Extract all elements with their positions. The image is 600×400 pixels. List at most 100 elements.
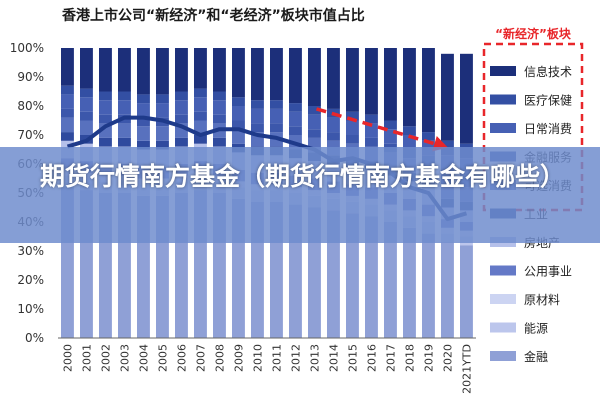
- y-tick-label: 0%: [25, 331, 44, 345]
- bar-segment: [99, 100, 112, 115]
- bar-segment: [99, 137, 112, 147]
- bar-segment: [175, 48, 188, 92]
- bar-segment: [232, 48, 245, 98]
- x-tick-label: 2003: [119, 344, 132, 372]
- bar-segment: [327, 132, 340, 141]
- y-tick-label: 70%: [17, 128, 44, 142]
- x-tick-label: 2012: [290, 344, 303, 372]
- legend-swatch: [490, 351, 516, 361]
- bar-segment: [270, 48, 283, 101]
- new-economy-annotation: “新经济”板块: [495, 26, 572, 41]
- bar-segment: [460, 53, 473, 144]
- bar-segment: [118, 123, 131, 138]
- x-tick-label: 2018: [404, 344, 417, 372]
- x-tick-label: 2000: [62, 344, 75, 372]
- x-tick-label: 2006: [176, 344, 189, 372]
- x-tick-label: 2020: [442, 344, 455, 372]
- bar-segment: [384, 222, 397, 338]
- bar-segment: [232, 106, 245, 121]
- x-tick-label: 2010: [252, 344, 265, 372]
- bar-segment: [118, 91, 131, 101]
- bar-segment: [137, 48, 150, 95]
- x-tick-label: 2014: [328, 344, 341, 372]
- bar-segment: [308, 48, 321, 106]
- trend-arrow-line: [316, 107, 435, 146]
- x-tick-label: 2007: [195, 344, 208, 372]
- bar-segment: [194, 135, 207, 144]
- bar-segment: [137, 103, 150, 118]
- legend-swatch: [490, 265, 516, 276]
- bar-segment: [232, 120, 245, 130]
- bar-segment: [137, 117, 150, 127]
- bar-segment: [308, 106, 321, 115]
- title-banner: [0, 147, 600, 243]
- bar-segment: [61, 108, 74, 118]
- bar-segment: [422, 233, 435, 338]
- bar-segment: [422, 48, 435, 133]
- bar-segment: [232, 129, 245, 144]
- bar-segment: [194, 111, 207, 121]
- bar-segment: [175, 114, 188, 124]
- bar-segment: [441, 242, 454, 338]
- x-tick-label: 2017: [385, 344, 398, 372]
- x-tick-label: 2021YTD: [461, 344, 474, 394]
- bar-segment: [80, 97, 93, 112]
- banner-title: 期货行情南方基金（期货行情南方基金有哪些）: [40, 162, 566, 191]
- y-tick-label: 100%: [10, 41, 44, 55]
- y-tick-label: 20%: [17, 273, 44, 287]
- bar-segment: [194, 88, 207, 98]
- x-tick-label: 2009: [233, 344, 246, 372]
- bar-segment: [365, 123, 378, 138]
- bar-segment: [308, 129, 321, 138]
- legend-swatch: [490, 322, 516, 333]
- chart-title: 香港上市公司“新经济”和“老经济”板块市值占比: [62, 8, 365, 24]
- x-tick-label: 2002: [100, 344, 113, 372]
- bar-segment: [251, 48, 264, 101]
- y-tick-label: 10%: [17, 302, 44, 316]
- legend-label: 医疗保健: [524, 94, 572, 108]
- bar-segment: [80, 48, 93, 89]
- bar-segment: [403, 48, 416, 127]
- bar-segment: [441, 53, 454, 141]
- bar-segment: [80, 88, 93, 98]
- bar-segment: [460, 245, 473, 338]
- legend-swatch: [490, 123, 516, 133]
- bar-segment: [384, 48, 397, 121]
- bar-segment: [194, 48, 207, 89]
- legend-label: 原材料: [524, 293, 560, 307]
- bar-segment: [118, 100, 131, 115]
- legend-swatch: [490, 66, 516, 76]
- x-tick-label: 2005: [157, 344, 170, 372]
- legend-label: 公用事业: [524, 265, 572, 279]
- bar-segment: [213, 48, 226, 92]
- x-tick-label: 2013: [309, 344, 322, 372]
- bar-segment: [156, 103, 169, 118]
- bar-segment: [61, 132, 74, 141]
- bar-segment: [251, 123, 264, 133]
- bar-segment: [346, 213, 359, 338]
- legend-swatch: [490, 294, 516, 304]
- x-tick-label: 2011: [271, 344, 284, 372]
- legend-label: 金融: [524, 349, 548, 364]
- x-tick-label: 2016: [366, 344, 379, 372]
- bar-segment: [137, 94, 150, 104]
- legend-label: 日常消费: [524, 122, 572, 136]
- y-tick-label: 90%: [17, 70, 44, 84]
- bar-segment: [156, 94, 169, 104]
- bar-segment: [289, 111, 302, 127]
- bar-segment: [80, 120, 93, 135]
- bar-segment: [289, 103, 302, 112]
- bar-segment: [61, 85, 74, 95]
- y-tick-label: 80%: [17, 99, 44, 113]
- bar-segment: [61, 48, 74, 86]
- bar-segment: [61, 94, 74, 109]
- bar-segment: [289, 126, 302, 135]
- bar-segment: [99, 91, 112, 101]
- bar-segment: [365, 48, 378, 115]
- bar-segment: [213, 114, 226, 124]
- legend-swatch: [490, 94, 516, 105]
- bar-segment: [403, 126, 416, 135]
- bar-segment: [346, 135, 359, 144]
- bar-segment: [232, 97, 245, 106]
